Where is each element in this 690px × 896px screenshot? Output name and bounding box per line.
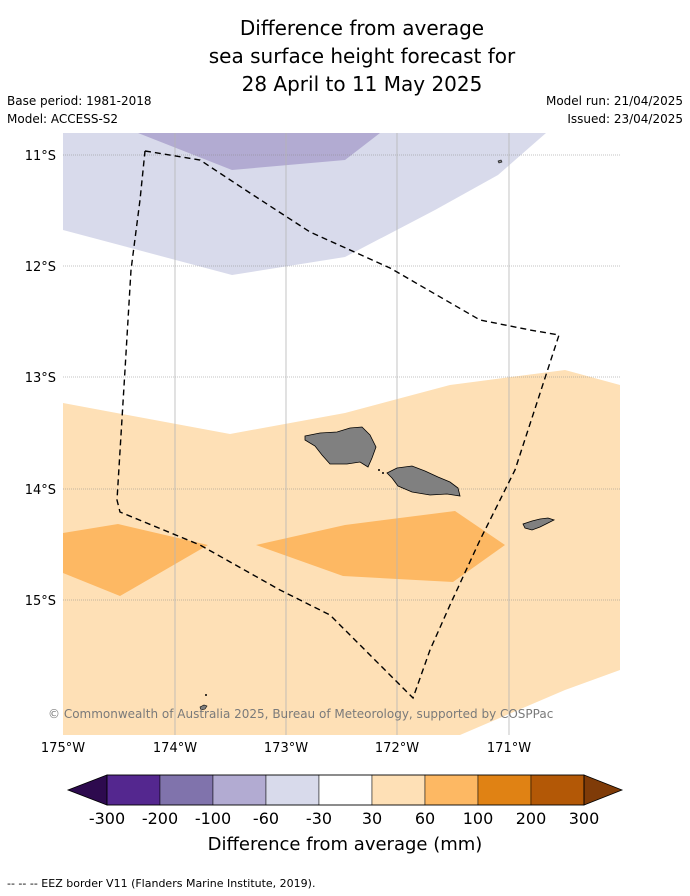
- lon-label: 172°W: [375, 741, 419, 756]
- lat-label: 12°S: [25, 260, 56, 275]
- eez-border: [116, 150, 560, 700]
- gridlines: [63, 154, 620, 601]
- issued-date: Issued: 23/04/2025: [567, 112, 683, 126]
- island-small-islet: [205, 694, 207, 696]
- anomaly-region-orange-central: [256, 511, 505, 582]
- colorbar-tick-label: -100: [195, 809, 231, 828]
- model-run-date: Model run: 21/04/2025: [545, 94, 683, 108]
- colorbar-tick-label: -300: [89, 809, 125, 828]
- map-plot-area: [63, 133, 620, 735]
- title-line: 28 April to 11 May 2025: [241, 72, 483, 96]
- island-niuafoou: [199, 704, 208, 711]
- meridians: [174, 133, 510, 735]
- colorbar-tick-label: 30: [362, 809, 382, 828]
- lat-label: 11°S: [25, 149, 56, 164]
- island-small-islet: [378, 469, 380, 471]
- title-line: sea surface height forecast for: [208, 44, 516, 68]
- colorbar-tick-label: 100: [463, 809, 494, 828]
- anomaly-region-light-lavender: [63, 133, 546, 275]
- lat-label: 15°S: [25, 594, 56, 609]
- lon-label: 175°W: [41, 741, 85, 756]
- colorbar-bin: [477, 774, 532, 806]
- colorbar-bin: [424, 774, 479, 806]
- colorbar-bin: [159, 774, 214, 806]
- colorbar-extend-low: [66, 774, 108, 806]
- island-savaii: [304, 426, 377, 468]
- colorbar-tick-label: 200: [516, 809, 547, 828]
- anomaly-region-lavender: [138, 133, 380, 170]
- island-swains: [497, 159, 503, 164]
- model-name: Model: ACCESS-S2: [7, 112, 119, 126]
- lon-label: 171°W: [487, 741, 531, 756]
- colorbar-tick-label: -30: [306, 809, 332, 828]
- colorbar-bin: [530, 774, 585, 806]
- lat-label: 14°S: [25, 483, 56, 498]
- lon-label: 173°W: [264, 741, 308, 756]
- colorbar-tick-label: -60: [253, 809, 279, 828]
- island-small-islet: [382, 472, 384, 474]
- colorbar-bin: [265, 774, 320, 806]
- colorbar-bin: [212, 774, 267, 806]
- colorbar-extend-high: [583, 774, 624, 806]
- colorbar-tick-label: 60: [415, 809, 435, 828]
- colorbar-bin: [371, 774, 426, 806]
- colorbar-bin: [318, 774, 373, 806]
- lon-label: 174°W: [153, 741, 197, 756]
- colorbar: [66, 774, 624, 806]
- island-upolu: [386, 465, 461, 497]
- colorbar-title: Difference from average (mm): [208, 834, 483, 855]
- copyright-notice: © Commonwealth of Australia 2025, Bureau…: [48, 707, 553, 721]
- map-title: Difference from average sea surface heig…: [0, 14, 690, 98]
- colorbar-bin: [106, 774, 161, 806]
- title-line: Difference from average: [239, 16, 485, 40]
- colorbar-tick-label: -200: [142, 809, 178, 828]
- anomaly-region-orange-west: [63, 524, 208, 596]
- eez-legend-note: -- -- -- EEZ border V11 (Flanders Marine…: [7, 877, 316, 890]
- lat-label: 13°S: [25, 371, 56, 386]
- base-period: Base period: 1981-2018: [7, 94, 152, 108]
- island-tutuila: [522, 517, 556, 531]
- colorbar-tick-label: 300: [569, 809, 600, 828]
